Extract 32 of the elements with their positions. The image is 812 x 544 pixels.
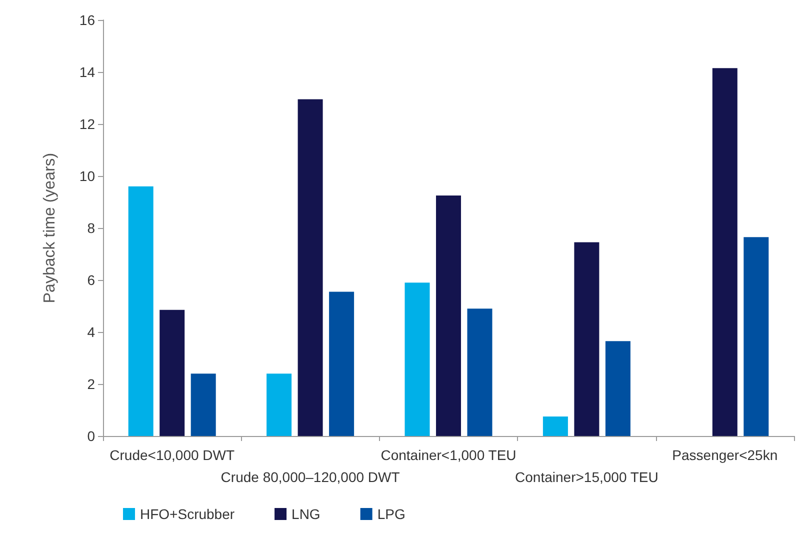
bar: [605, 341, 630, 436]
y-axis-title: Payback time (years): [42, 152, 58, 304]
bar: [404, 282, 430, 436]
y-tick-label: 8: [87, 220, 96, 236]
x-tick-label: Crude<10,000 DWT: [110, 447, 235, 463]
bar: [712, 68, 738, 436]
bar: [160, 310, 185, 436]
legend-label: LPG: [377, 506, 406, 522]
y-tick-label: 14: [79, 64, 96, 80]
bar: [744, 237, 769, 436]
y-tick-label: 10: [79, 168, 96, 184]
bar: [298, 99, 323, 436]
legend-label: HFO+Scrubber: [140, 506, 235, 522]
bar: [266, 374, 292, 436]
y-tick-label: 0: [87, 428, 96, 444]
x-tick-label: Container>15,000 TEU: [515, 469, 658, 485]
y-tick-label: 4: [87, 324, 96, 340]
bar: [128, 186, 154, 436]
bar: [329, 292, 354, 436]
y-tick-label: 6: [87, 272, 96, 288]
x-tick-label: Container<1,000 TEU: [380, 447, 516, 463]
bar: [574, 242, 600, 436]
x-tick-label: Passenger<25kn: [672, 447, 778, 463]
bar: [542, 416, 568, 436]
y-tick-label: 12: [79, 116, 96, 132]
y-tick-label: 16: [79, 12, 96, 28]
y-tick-label: 2: [87, 376, 96, 392]
x-tick-label: Crude 80,000–120,000 DWT: [220, 469, 400, 485]
bar: [467, 308, 492, 436]
bar: [436, 196, 461, 436]
legend-label: LNG: [292, 506, 320, 522]
bar: [190, 374, 216, 436]
